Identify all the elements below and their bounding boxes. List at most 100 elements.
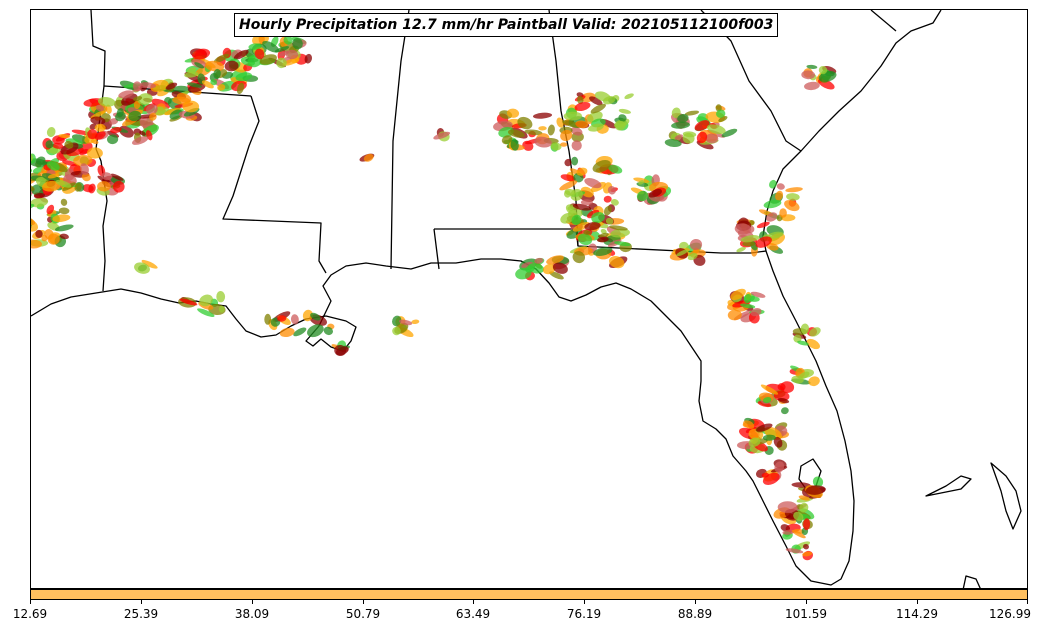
colorbar-tick-label: 12.69 [12,607,48,621]
precip-blob [721,128,738,138]
precip-blob [806,64,818,69]
state-border-al-fl [434,228,579,247]
precip-blob [363,153,374,162]
state-border-mississippi-river [222,95,327,274]
precip-blob [793,511,804,521]
colorbar-tick [584,600,585,604]
colorbar-tick [806,600,807,604]
precip-blob [560,142,568,147]
precip-blob [633,177,650,183]
precip-blob [609,225,628,231]
precip-blob [603,195,612,203]
precip-blob [766,212,778,222]
precip-blob [776,183,785,190]
precip-blob [803,543,809,550]
precip-blob [433,131,451,140]
precip-blob [812,476,824,488]
precip-blob [584,222,601,231]
precip-blob [689,238,703,251]
precip-blob [507,129,525,138]
precip-blob [525,265,535,273]
precip-blob [542,263,556,275]
colorbar-tick-label: 38.09 [234,607,270,621]
precip-blob [677,114,689,123]
precip-blob [784,200,800,212]
precip-blob [547,124,555,136]
precip-blob [150,79,169,93]
precip-blob [580,186,594,198]
precip-blob [603,205,612,216]
precip-blob [105,104,112,114]
precip-blob [577,95,584,105]
precip-blob [777,397,790,404]
precip-blob [335,346,349,356]
precip-blob [184,71,199,78]
precip-blob [809,327,821,337]
precip-blob [59,233,69,240]
precip-blob [292,38,303,50]
precip-blob [564,158,572,167]
precip-blob [290,314,299,325]
precip-blob [762,434,776,441]
precip-blob [149,112,157,121]
precip-blob [785,548,804,554]
precip-blob [323,326,333,336]
precip-blob [762,397,772,404]
precip-blob [277,315,287,322]
map-title: Hourly Precipitation 12.7 mm/hr Paintbal… [234,13,779,37]
precip-blob [216,291,226,303]
colorbar-tick-label: 101.59 [785,607,827,621]
precip-blob [41,235,48,242]
precip-blob [46,161,60,171]
precip-blob [307,324,324,338]
precip-blob [740,235,760,243]
precip-blob [60,198,68,206]
precip-blob [588,123,604,132]
precip-blob [602,96,616,105]
precip-blob [736,246,746,253]
precip-blob [80,163,89,175]
precip-blob [112,180,125,193]
precip-blob [779,208,787,218]
precip-blob [194,62,204,69]
colorbar-tick [252,600,253,604]
precip-blob [186,82,202,88]
precip-blob [609,256,625,269]
precip-blob [524,129,543,136]
precip-blob [139,130,146,136]
precip-blob [199,294,213,307]
precip-blob [727,309,742,321]
precip-blob [760,384,779,395]
precip-blob [618,114,627,122]
precip-blob [671,121,691,129]
precip-blob [94,123,106,132]
precip-blob [664,139,682,147]
precip-blob [285,49,299,60]
precip-blob [94,131,106,140]
precip-blob [671,107,681,118]
precip-blob [262,41,280,53]
precip-blob [556,117,564,128]
precip-blob [498,126,514,138]
precip-blob [254,48,265,60]
precip-blob [802,551,813,557]
precip-blob [46,204,55,215]
precip-blob [580,199,593,206]
precip-blob [235,72,253,82]
precip-blob [648,189,662,198]
precip-blob [276,57,287,69]
precip-blob [118,90,134,99]
precip-blob [107,134,119,145]
precip-blob [805,485,826,495]
precip-blob [217,84,226,91]
precip-blob [140,82,156,89]
precip-blob [750,291,766,298]
precip-blob [264,313,272,325]
precip-blob [392,315,402,327]
precip-blob [791,529,806,539]
precip-blob [799,502,809,513]
precip-blob [706,124,726,135]
precip-blob [534,257,544,264]
precip-blob [58,207,70,215]
